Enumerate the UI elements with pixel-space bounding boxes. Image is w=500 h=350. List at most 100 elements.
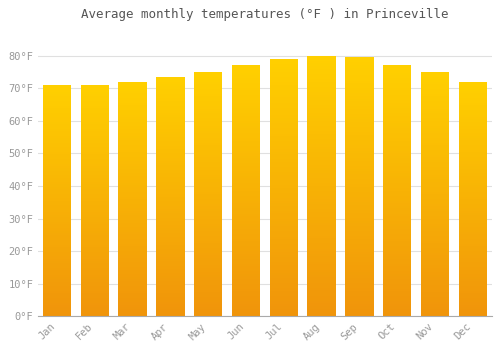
Bar	[421, 118, 449, 121]
Bar	[270, 214, 298, 216]
Bar	[270, 218, 298, 221]
Bar	[80, 293, 109, 296]
Bar	[383, 136, 412, 138]
Bar	[421, 158, 449, 160]
Bar	[118, 272, 147, 274]
Bar	[118, 234, 147, 237]
Bar	[345, 88, 374, 91]
Bar	[308, 230, 336, 233]
Bar	[383, 218, 412, 221]
Bar	[270, 273, 298, 275]
Bar	[270, 97, 298, 100]
Bar	[194, 82, 222, 84]
Bar	[270, 85, 298, 87]
Bar	[308, 79, 336, 82]
Bar	[118, 98, 147, 100]
Bar	[308, 277, 336, 280]
Bar	[43, 203, 72, 205]
Bar	[232, 286, 260, 289]
Bar	[156, 89, 184, 91]
Bar	[194, 99, 222, 101]
Bar	[345, 220, 374, 223]
Bar	[458, 100, 487, 103]
Bar	[194, 162, 222, 165]
Bar	[232, 216, 260, 218]
Bar	[308, 275, 336, 277]
Bar	[345, 127, 374, 130]
Bar	[80, 303, 109, 305]
Bar	[383, 131, 412, 133]
Bar	[345, 179, 374, 182]
Bar	[383, 98, 412, 100]
Bar	[345, 197, 374, 200]
Bar	[308, 103, 336, 105]
Bar	[156, 125, 184, 127]
Bar	[232, 314, 260, 316]
Bar	[80, 164, 109, 166]
Bar	[383, 209, 412, 211]
Bar	[270, 116, 298, 118]
Bar	[458, 98, 487, 100]
Bar	[232, 196, 260, 198]
Bar	[118, 152, 147, 154]
Bar	[80, 212, 109, 215]
Bar	[270, 164, 298, 167]
Bar	[232, 96, 260, 98]
Bar	[458, 185, 487, 187]
Bar	[421, 170, 449, 172]
Bar	[80, 252, 109, 254]
Bar	[232, 108, 260, 111]
Bar	[458, 213, 487, 216]
Bar	[383, 118, 412, 121]
Bar	[421, 253, 449, 255]
Bar	[383, 146, 412, 148]
Bar	[308, 290, 336, 293]
Bar	[383, 314, 412, 316]
Bar	[194, 299, 222, 302]
Bar	[232, 233, 260, 236]
Bar	[80, 224, 109, 226]
Bar	[345, 68, 374, 70]
Bar	[43, 279, 72, 282]
Bar	[270, 172, 298, 175]
Bar	[345, 187, 374, 189]
Bar	[458, 159, 487, 161]
Bar	[308, 243, 336, 246]
Bar	[308, 100, 336, 103]
Bar	[118, 213, 147, 216]
Bar	[232, 128, 260, 131]
Bar	[194, 219, 222, 221]
Bar	[156, 247, 184, 249]
Bar	[194, 255, 222, 258]
Bar	[156, 168, 184, 170]
Bar	[43, 229, 72, 231]
Bar	[80, 215, 109, 217]
Bar	[156, 242, 184, 245]
Bar	[458, 131, 487, 133]
Bar	[383, 251, 412, 254]
Bar	[43, 273, 72, 275]
Bar	[43, 224, 72, 226]
Bar	[270, 216, 298, 218]
Bar	[232, 85, 260, 88]
Bar	[80, 127, 109, 129]
Bar	[421, 211, 449, 214]
Bar	[232, 274, 260, 276]
Bar	[118, 128, 147, 131]
Bar	[43, 300, 72, 303]
Bar	[43, 268, 72, 270]
Bar	[43, 284, 72, 286]
Bar	[156, 139, 184, 141]
Bar	[383, 211, 412, 213]
Bar	[421, 292, 449, 294]
Bar	[421, 96, 449, 99]
Bar	[383, 264, 412, 266]
Bar	[194, 89, 222, 91]
Bar	[156, 288, 184, 290]
Bar	[194, 158, 222, 160]
Bar	[308, 149, 336, 152]
Bar	[383, 231, 412, 233]
Bar	[232, 83, 260, 85]
Bar	[156, 214, 184, 216]
Bar	[156, 314, 184, 316]
